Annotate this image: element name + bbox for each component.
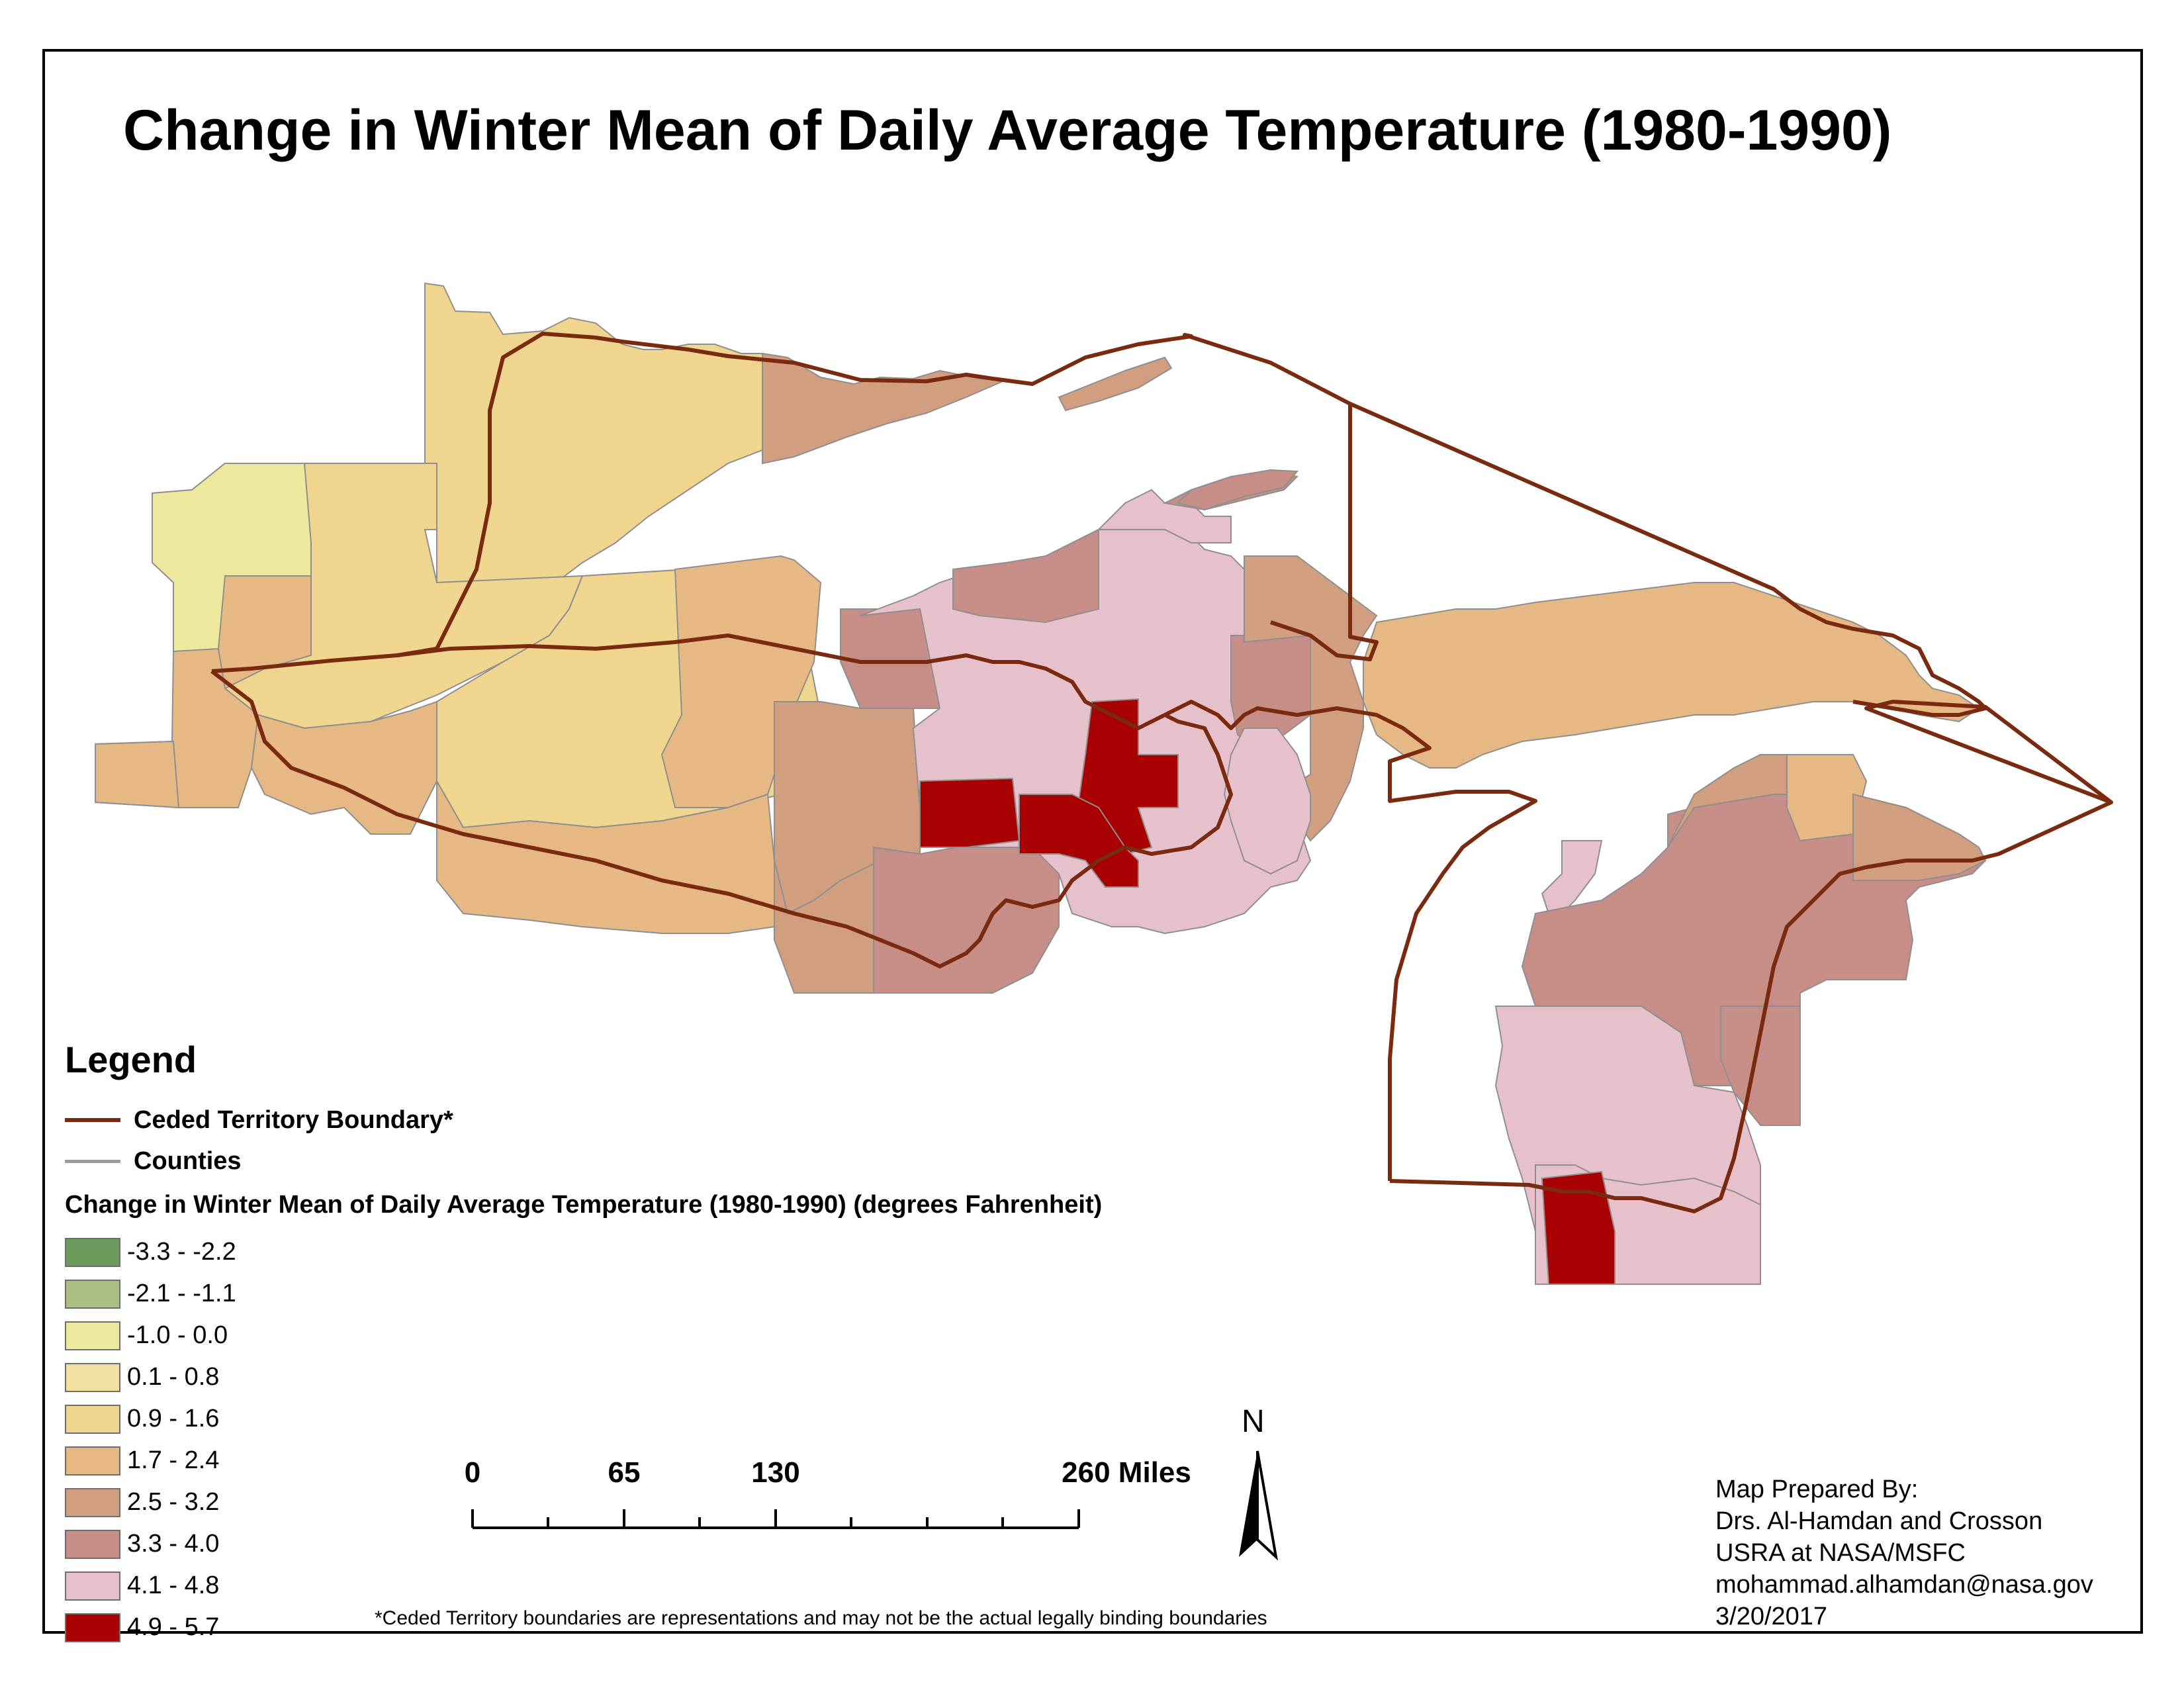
legend-class-row: 2.5 - 3.2 bbox=[65, 1481, 1102, 1523]
legend-entry-ceded-boundary: Ceded Territory Boundary* bbox=[65, 1100, 1102, 1141]
legend-class-row: 3.3 - 4.0 bbox=[65, 1523, 1102, 1565]
legend-class-label: 0.1 - 0.8 bbox=[127, 1363, 220, 1391]
legend-line-swatch bbox=[65, 1118, 120, 1122]
legend-class-list: -3.3 - -2.2 -2.1 - -1.1 -1.0 - 0.0 0.1 -… bbox=[65, 1231, 1102, 1648]
county-region bbox=[1363, 582, 1980, 769]
legend-class-row: -1.0 - 0.0 bbox=[65, 1315, 1102, 1356]
credits-line: Drs. Al-Hamdan and Crosson bbox=[1715, 1507, 2043, 1535]
legend-color-swatch bbox=[65, 1279, 120, 1309]
legend-class-row: 0.1 - 0.8 bbox=[65, 1356, 1102, 1398]
legend-label: Ceded Territory Boundary* bbox=[134, 1105, 453, 1134]
county-region bbox=[952, 528, 1099, 624]
north-arrow-icon bbox=[1239, 1450, 1278, 1561]
map-title: Change in Winter Mean of Daily Average T… bbox=[123, 99, 1892, 162]
keweenaw-peninsula bbox=[1177, 469, 1299, 511]
legend-color-swatch bbox=[65, 1529, 120, 1559]
county-region bbox=[873, 839, 1060, 994]
legend-class-row: -3.3 - -2.2 bbox=[65, 1231, 1102, 1273]
legend-color-swatch bbox=[65, 1571, 120, 1601]
legend-class-row: 1.7 - 2.4 bbox=[65, 1440, 1102, 1481]
legend-class-label: 0.9 - 1.6 bbox=[127, 1405, 220, 1432]
legend-class-label: 3.3 - 4.0 bbox=[127, 1530, 220, 1558]
county-region bbox=[1019, 794, 1139, 888]
county-region bbox=[424, 282, 763, 590]
credits-block: Map Prepared By: Drs. Al-Hamdan and Cros… bbox=[1715, 1474, 2093, 1632]
county-region bbox=[1097, 489, 1232, 543]
county-region bbox=[1223, 727, 1311, 875]
map-frame bbox=[42, 49, 2143, 1634]
county-region bbox=[1720, 1006, 1801, 1126]
ceded-territory-boundary bbox=[210, 332, 2113, 1213]
legend-class-label: -1.0 - 0.0 bbox=[127, 1321, 228, 1349]
legend-color-swatch bbox=[65, 1404, 120, 1434]
legend-entry-counties: Counties bbox=[65, 1141, 1102, 1182]
legend-class-row: 4.9 - 5.7 bbox=[65, 1607, 1102, 1648]
legend-color-swatch bbox=[65, 1613, 120, 1642]
legend-label: Counties bbox=[134, 1147, 242, 1175]
scale-label: 65 bbox=[608, 1456, 641, 1489]
legend-color-swatch bbox=[65, 1321, 120, 1350]
scale-bar-line bbox=[471, 1509, 1080, 1529]
county-region bbox=[1244, 555, 1378, 842]
legend-class-row: 4.1 - 4.8 bbox=[65, 1565, 1102, 1607]
legend: Legend Ceded Territory Boundary* Countie… bbox=[65, 1038, 1102, 1648]
legend-class-title: Change in Winter Mean of Daily Average T… bbox=[65, 1191, 1103, 1219]
footnote: *Ceded Territory boundaries are represen… bbox=[375, 1607, 1267, 1629]
county-region bbox=[1541, 1170, 1615, 1285]
scale-label: 130 bbox=[751, 1456, 800, 1489]
legend-class-label: 2.5 - 3.2 bbox=[127, 1488, 220, 1516]
legend-class-row: 0.9 - 1.6 bbox=[65, 1398, 1102, 1440]
isle-royale bbox=[1058, 356, 1173, 412]
legend-class-label: -3.3 - -2.2 bbox=[127, 1238, 236, 1266]
legend-class-label: 4.1 - 4.8 bbox=[127, 1571, 220, 1599]
credits-line: USRA at NASA/MSFC bbox=[1715, 1539, 1966, 1567]
scale-label: 260 Miles bbox=[1062, 1456, 1191, 1489]
legend-color-swatch bbox=[65, 1362, 120, 1392]
legend-class-label: 4.9 - 5.7 bbox=[127, 1613, 220, 1641]
credits-line: Map Prepared By: bbox=[1715, 1476, 1919, 1503]
legend-class-row: -2.1 - -1.1 bbox=[65, 1273, 1102, 1315]
legend-class-label: -2.1 - -1.1 bbox=[127, 1280, 236, 1307]
legend-color-swatch bbox=[65, 1446, 120, 1476]
county-region bbox=[762, 352, 1007, 465]
legend-line-swatch bbox=[65, 1159, 120, 1163]
north-arrow-label: N bbox=[1242, 1404, 1265, 1439]
scale-label: 0 bbox=[464, 1456, 481, 1489]
legend-color-swatch bbox=[65, 1237, 120, 1267]
legend-heading: Legend bbox=[65, 1039, 197, 1080]
county-region bbox=[250, 700, 437, 835]
county-region bbox=[95, 740, 180, 809]
credits-line: mohammad.alhamdan@nasa.gov bbox=[1715, 1571, 2093, 1599]
county-region bbox=[919, 777, 1021, 848]
legend-color-swatch bbox=[65, 1487, 120, 1517]
credits-line: 3/20/2017 bbox=[1715, 1603, 1828, 1630]
legend-class-label: 1.7 - 2.4 bbox=[127, 1446, 220, 1474]
